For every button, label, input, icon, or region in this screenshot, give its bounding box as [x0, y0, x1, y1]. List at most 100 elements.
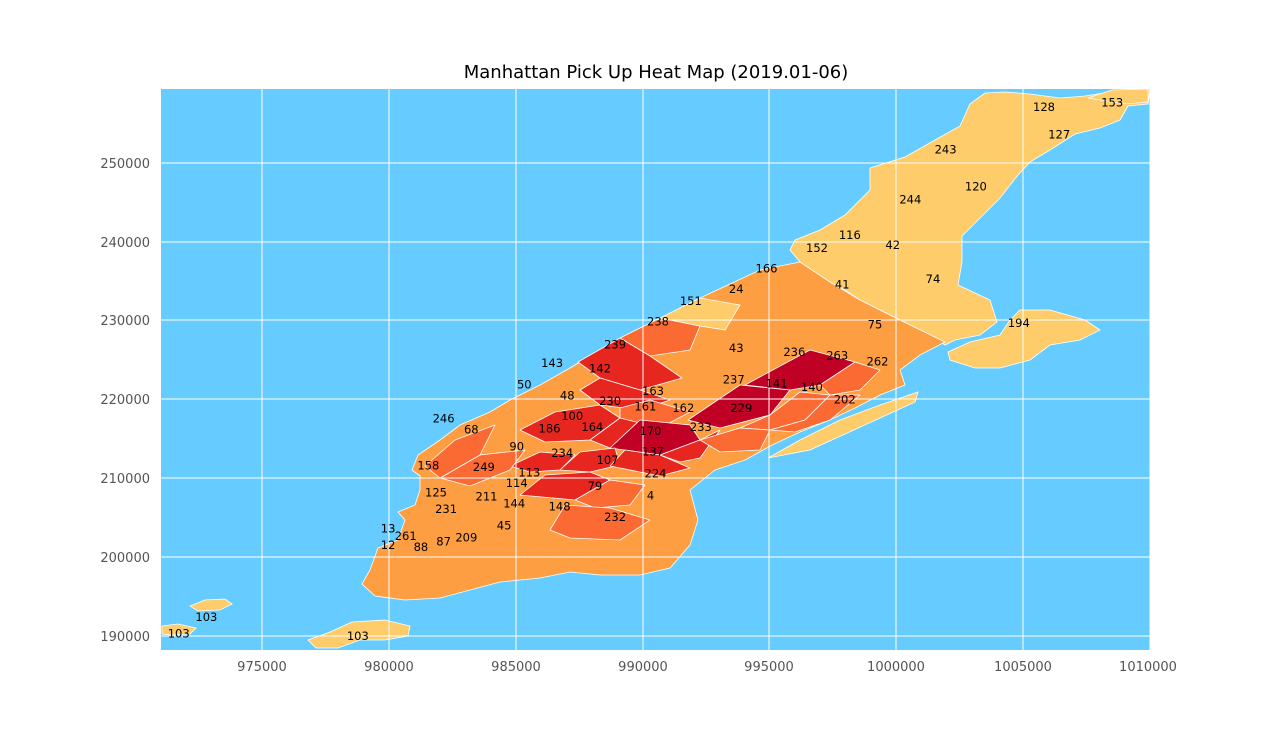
grid-lines [161, 89, 1151, 650]
zone-label: 68 [464, 422, 479, 436]
zone-label: 209 [455, 530, 477, 544]
zone-label: 12 [381, 538, 396, 552]
zone-label: 236 [783, 345, 805, 359]
x-tick-label: 980000 [364, 660, 414, 675]
zone-label: 88 [414, 540, 429, 554]
zone-label: 42 [885, 238, 900, 252]
zone-label: 246 [433, 411, 455, 425]
zone-label: 87 [436, 534, 451, 548]
zone-label: 43 [729, 341, 744, 355]
land-east-island [947, 309, 1101, 369]
x-tick-label: 1005000 [994, 660, 1052, 675]
x-tick-label: 975000 [237, 660, 287, 675]
y-tick-label: 250000 [100, 157, 150, 172]
zone-label: 90 [509, 440, 524, 454]
zone-label: 237 [723, 373, 745, 387]
zone-label: 148 [549, 500, 571, 514]
zone-label: 151 [680, 294, 702, 308]
zone-label: 239 [604, 337, 626, 351]
zone-label: 211 [476, 489, 498, 503]
y-axis: 190000 200000 210000 220000 230000 24000… [100, 157, 150, 645]
zone-label: 164 [581, 420, 603, 434]
zone-label: 100 [561, 409, 583, 423]
zone-label: 103 [347, 629, 369, 643]
zone-label: 202 [834, 392, 856, 406]
zone-229 [699, 427, 771, 453]
zone-label: 262 [867, 355, 889, 369]
zone-label: 261 [395, 529, 417, 543]
zone-237 [687, 384, 791, 429]
zone-label: 45 [497, 519, 512, 533]
zone-label: 128 [1033, 100, 1055, 114]
zone-label: 233 [690, 420, 712, 434]
zone-label: 158 [417, 459, 439, 473]
zone-label: 230 [599, 394, 621, 408]
zone-label: 229 [730, 401, 752, 415]
zone-label: 140 [801, 380, 823, 394]
zone-label: 50 [517, 378, 532, 392]
zone-label: 75 [868, 318, 883, 332]
zone-label: 162 [672, 401, 694, 415]
zone-label: 161 [634, 400, 656, 414]
zone-label: 141 [766, 377, 788, 391]
zone-labels: 153 128 127 243 120 244 116 42 152 166 74 41 24 151 19… [168, 95, 1123, 642]
zone-label: 234 [551, 446, 573, 460]
zone-186 [509, 451, 576, 473]
zone-label: 153 [1101, 95, 1123, 109]
x-tick-label: 1010000 [1119, 660, 1177, 675]
zone-246 [424, 424, 496, 479]
zone-label: 243 [935, 143, 957, 157]
zone-label: 107 [597, 453, 619, 467]
zone-label: 170 [640, 424, 662, 438]
zone-label: 74 [926, 272, 941, 286]
zone-label: 114 [506, 476, 528, 490]
zone-170 [609, 449, 691, 477]
zone-label: 125 [425, 485, 447, 499]
zone-label: 103 [168, 627, 190, 641]
x-tick-label: 990000 [618, 660, 668, 675]
plot-area: 153 128 127 243 120 244 116 42 152 166 74 41 24 151 19… [161, 88, 1151, 650]
land-small-island-1 [189, 598, 233, 612]
zone-label: 13 [381, 522, 396, 536]
zone-label: 41 [835, 277, 850, 291]
zone-label: 194 [1008, 316, 1030, 330]
land-river-island [767, 391, 919, 459]
chart-title: Manhattan Pick Up Heat Map (2019.01-06) [464, 62, 849, 83]
y-tick-label: 200000 [100, 551, 150, 566]
zone-79 [549, 504, 651, 541]
zone-label: 249 [473, 460, 495, 474]
x-axis: 975000 980000 985000 990000 995000 10000… [237, 660, 1177, 675]
zone-label: 113 [518, 466, 540, 480]
zone-label: 120 [965, 180, 987, 194]
zone-label: 144 [503, 496, 525, 510]
zone-label: 79 [588, 479, 603, 493]
zone-label: 142 [589, 362, 611, 376]
y-tick-label: 190000 [100, 630, 150, 645]
zone-label: 152 [806, 241, 828, 255]
zone-label: 238 [647, 314, 669, 328]
land-north-tip [789, 89, 1151, 346]
zone-label: 163 [642, 384, 664, 398]
zone-label: 24 [729, 282, 744, 296]
zone-label: 232 [604, 510, 626, 524]
zone-label: 231 [435, 502, 457, 516]
y-tick-label: 210000 [100, 472, 150, 487]
heat-zones [424, 297, 881, 541]
zone-label: 116 [839, 228, 861, 242]
y-tick-label: 240000 [100, 236, 150, 251]
x-tick-label: 985000 [491, 660, 541, 675]
zone-label: 48 [560, 389, 575, 403]
y-tick-label: 220000 [100, 393, 150, 408]
zone-label: 4 [647, 489, 654, 503]
zone-label: 186 [539, 422, 561, 436]
zone-164 [559, 447, 621, 473]
zone-label: 263 [826, 348, 848, 362]
land-north-islet [1087, 88, 1149, 105]
zone-label: 143 [541, 356, 563, 370]
zone-163 [619, 399, 691, 429]
zone-140 [769, 394, 861, 433]
zone-label: 244 [899, 192, 921, 206]
zone-label: 166 [756, 262, 778, 276]
zone-label: 103 [195, 610, 217, 624]
